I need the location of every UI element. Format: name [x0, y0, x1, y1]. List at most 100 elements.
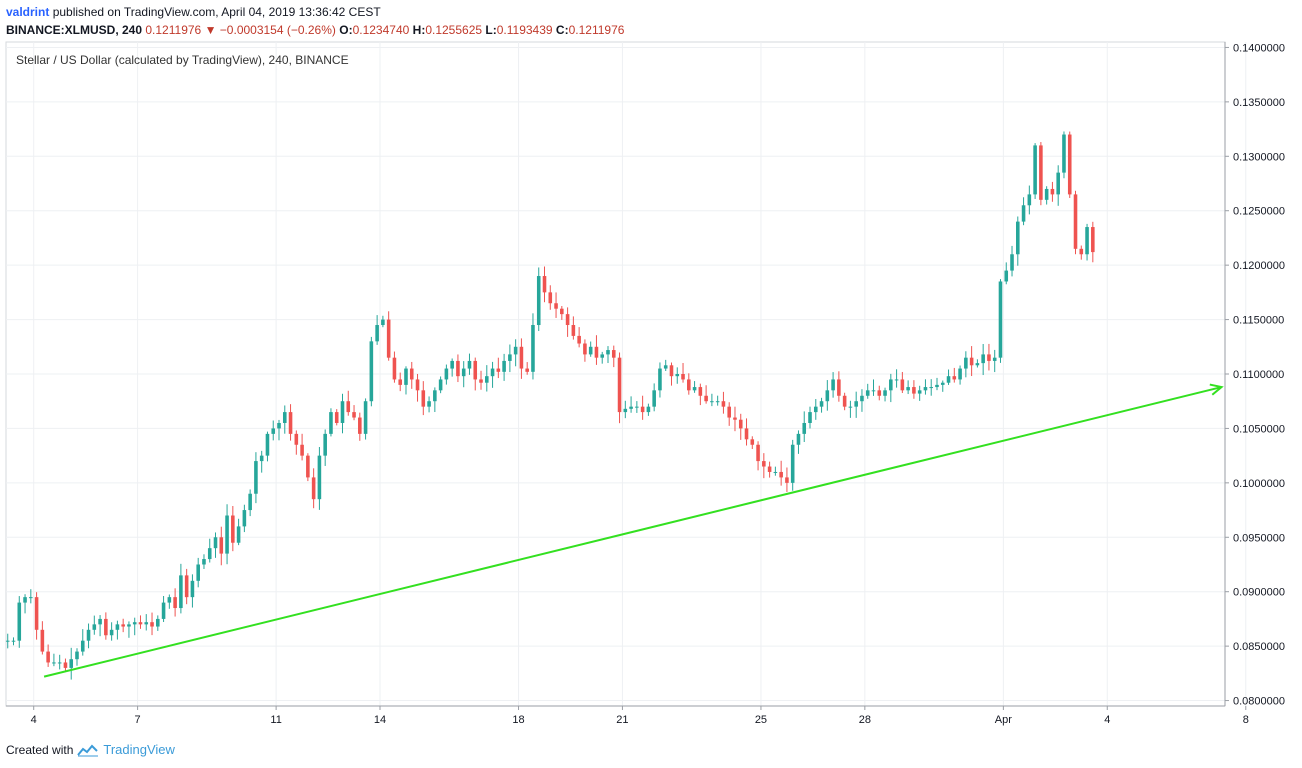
author-link[interactable]: valdrint — [6, 5, 50, 19]
candle-body — [392, 357, 397, 380]
candle-body — [594, 346, 599, 358]
tradingview-brand[interactable]: TradingView — [103, 742, 175, 757]
candle-body — [288, 412, 293, 434]
candle-body — [877, 390, 882, 396]
candle-body — [121, 624, 125, 627]
candle-body — [854, 401, 858, 407]
candle-body — [1062, 134, 1066, 173]
candle-body — [404, 368, 408, 385]
candle-body — [231, 515, 235, 543]
candle-body — [508, 354, 512, 361]
candle-body — [894, 379, 899, 381]
candle-body — [1039, 145, 1043, 200]
candle-body — [790, 444, 795, 483]
candle-body — [675, 374, 680, 377]
candle-body — [987, 354, 991, 361]
candle-body — [375, 325, 379, 342]
close-label: C: — [555, 23, 569, 37]
candle-body — [981, 354, 985, 364]
candle-body — [92, 624, 97, 630]
candle-body — [871, 390, 876, 392]
candle-body — [687, 379, 691, 391]
candle-body — [213, 537, 218, 549]
candle-body — [306, 455, 310, 478]
price-change: −0.0003154 (−0.26%) — [219, 23, 336, 37]
candle-body — [946, 376, 951, 383]
time-axis[interactable]: 4 7 11 14 18 21 25 28 Apr 4 8 — [31, 706, 1249, 726]
y-tick-label: 0.0900000 — [1233, 587, 1285, 599]
candle-body — [282, 412, 287, 423]
y-tick-label: 0.0950000 — [1233, 532, 1285, 544]
candle-body — [259, 455, 264, 462]
candle-body — [34, 597, 39, 630]
candle-body — [750, 439, 755, 445]
candle-body — [681, 374, 685, 380]
candle-body — [808, 412, 812, 423]
candle-body — [352, 412, 356, 418]
candle-body — [588, 346, 593, 355]
candle-body — [300, 444, 304, 456]
candle-body — [138, 622, 143, 625]
candle-body — [969, 357, 974, 366]
candle-body — [144, 622, 149, 625]
candle-body — [640, 406, 645, 413]
candle-body — [207, 548, 212, 560]
candle-body — [1067, 134, 1072, 195]
candle-body — [179, 575, 183, 609]
open-label: O: — [339, 23, 353, 37]
symbol-label: BINANCE:XLMUSD, 240 — [6, 23, 143, 37]
candle-body — [196, 564, 200, 581]
candle-body — [490, 368, 495, 377]
candle-body — [975, 363, 980, 366]
candle-body — [917, 390, 922, 394]
candle-body — [554, 303, 558, 309]
trendline[interactable] — [43, 386, 1222, 678]
x-tick-label: 7 — [135, 714, 141, 726]
candle-body — [438, 379, 443, 391]
candle-body — [698, 387, 703, 396]
candle-body — [819, 401, 824, 407]
candle-body — [104, 618, 108, 636]
candle-body — [242, 510, 247, 527]
candle-body — [658, 368, 662, 391]
candle-body — [837, 379, 841, 396]
candle-body — [57, 662, 62, 664]
candle-body — [883, 390, 887, 396]
candle-body — [1044, 188, 1049, 200]
price-axis[interactable]: 0.1400000 0.1350000 0.1300000 0.1250000 0.12… — [1225, 42, 1285, 708]
x-tick-label: Apr — [995, 714, 1012, 726]
last-price: 0.1211976 — [145, 23, 202, 37]
x-tick-label: 21 — [616, 714, 628, 726]
candle-body — [369, 341, 374, 402]
candle-body — [479, 379, 483, 383]
candle-body — [773, 471, 778, 473]
candle-body — [923, 387, 928, 391]
candle-body — [427, 401, 431, 407]
candle-body — [1073, 194, 1078, 249]
candle-body — [40, 629, 45, 652]
candle-body — [519, 346, 524, 369]
candle-body — [184, 575, 189, 598]
candle-body — [456, 360, 460, 377]
candle-body — [721, 401, 726, 407]
publish-line: valdrint published on TradingView.com, A… — [6, 5, 381, 19]
candle-body — [964, 357, 968, 369]
candle-body — [161, 602, 166, 619]
candle-body — [1016, 221, 1020, 255]
candle-body — [46, 651, 50, 663]
x-tick-label: 8 — [1243, 714, 1249, 726]
candle-body — [958, 368, 962, 380]
x-tick-label: 14 — [374, 714, 386, 726]
y-tick-label: 0.1050000 — [1233, 423, 1285, 435]
candle-body — [710, 401, 714, 403]
candle-body — [502, 360, 506, 372]
x-tick-label: 18 — [512, 714, 524, 726]
candle-body — [611, 350, 616, 358]
y-tick-label: 0.1000000 — [1233, 478, 1285, 490]
candles — [5, 131, 1095, 680]
ohlc-line: BINANCE:XLMUSD, 240 0.1211976 ▼ −0.00031… — [6, 23, 624, 37]
footer: Created with TradingView — [6, 742, 175, 757]
candle-body — [652, 390, 656, 407]
tradingview-logo-icon — [77, 744, 99, 756]
